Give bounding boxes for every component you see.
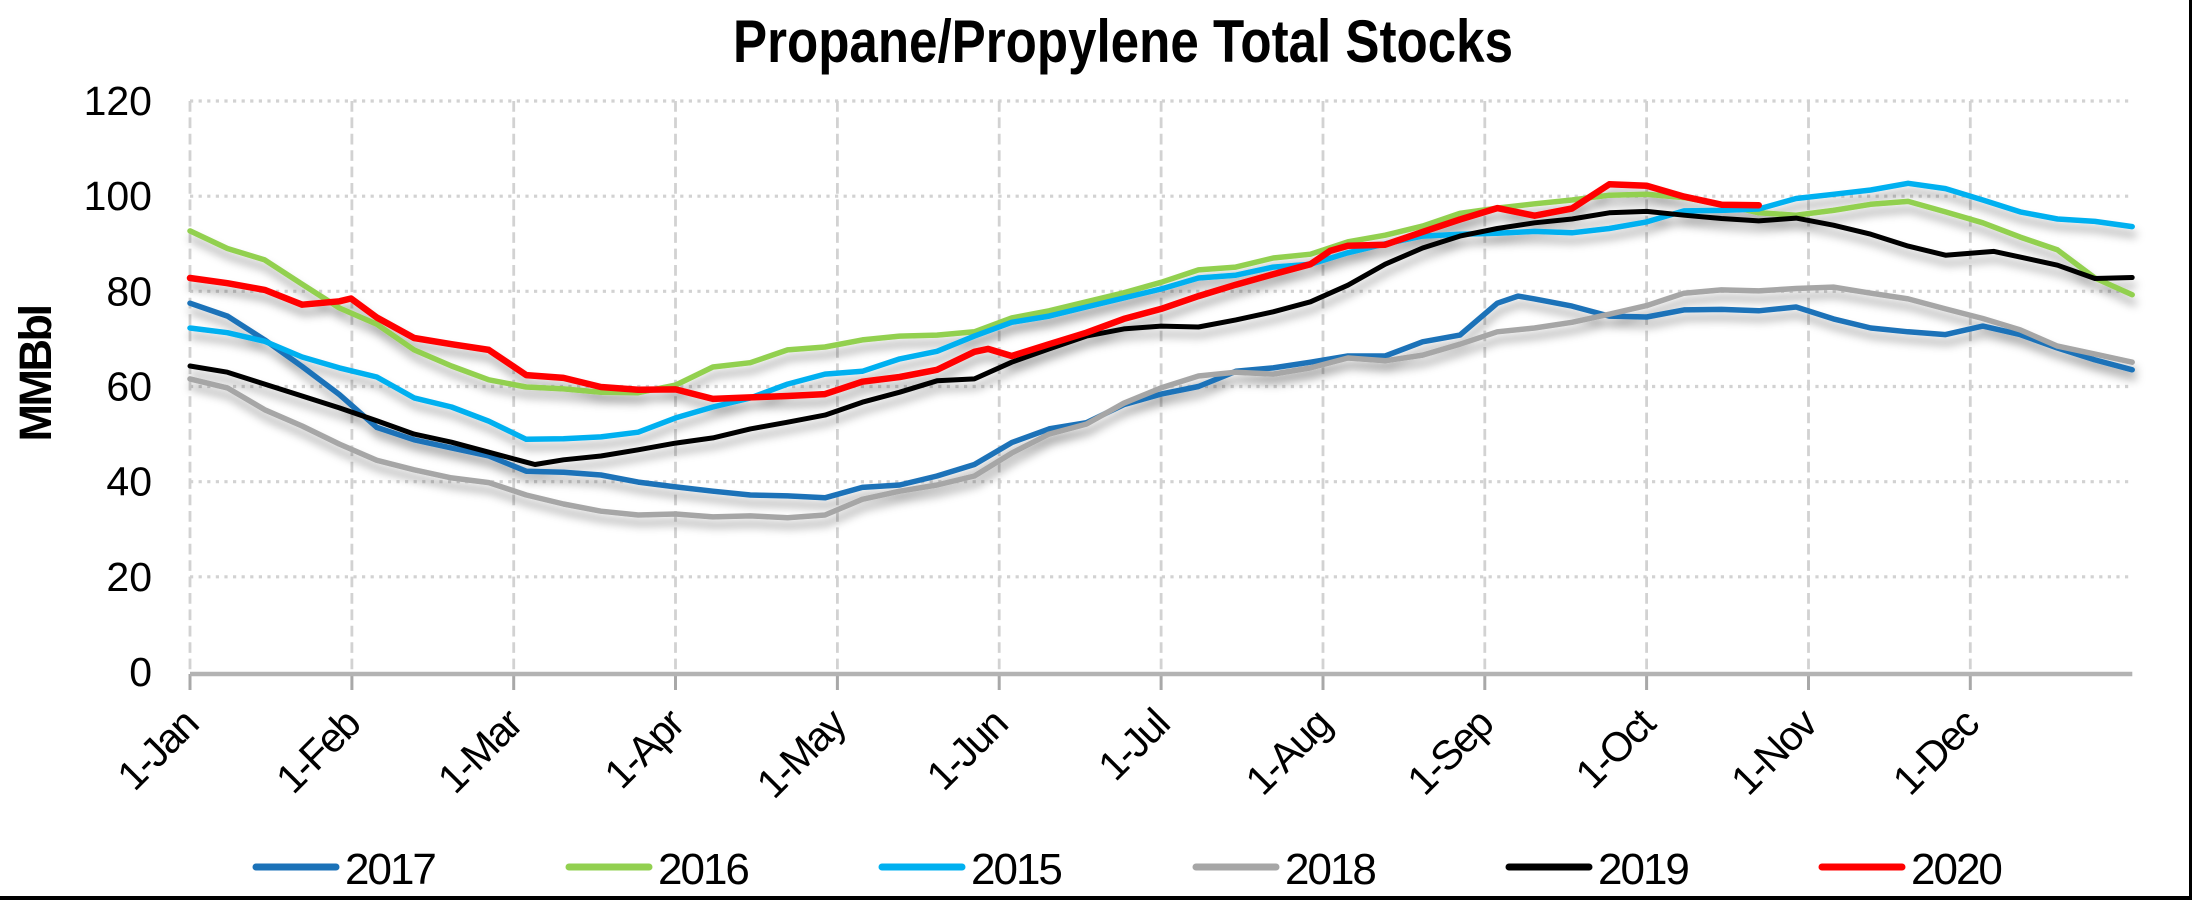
svg-text:20: 20 — [106, 554, 152, 600]
svg-text:2020: 2020 — [1911, 845, 2001, 894]
svg-text:2016: 2016 — [658, 845, 748, 894]
svg-text:1-Jun: 1-Jun — [918, 701, 1016, 799]
svg-text:100: 100 — [84, 173, 152, 219]
svg-text:80: 80 — [106, 268, 152, 314]
svg-text:120: 120 — [84, 78, 152, 124]
svg-text:MMBbl: MMBbl — [10, 307, 61, 442]
svg-text:2015: 2015 — [971, 845, 1061, 894]
svg-text:2019: 2019 — [1598, 845, 1688, 894]
svg-text:2017: 2017 — [345, 845, 435, 894]
svg-text:1-Jan: 1-Jan — [108, 701, 206, 799]
svg-text:1-Mar: 1-Mar — [429, 700, 531, 802]
svg-text:1-May: 1-May — [748, 699, 856, 807]
svg-text:1-Jul: 1-Jul — [1089, 701, 1177, 789]
svg-text:1-Apr: 1-Apr — [596, 700, 693, 797]
svg-text:1-Dec: 1-Dec — [1884, 700, 1988, 804]
svg-text:40: 40 — [106, 459, 152, 505]
svg-text:1-Oct: 1-Oct — [1567, 699, 1665, 797]
svg-text:0: 0 — [129, 649, 152, 695]
svg-text:1-Feb: 1-Feb — [267, 700, 369, 802]
svg-text:1-Aug: 1-Aug — [1237, 701, 1340, 804]
svg-text:60: 60 — [106, 364, 152, 410]
svg-text:Propane/Propylene Total Stocks: Propane/Propylene Total Stocks — [733, 8, 1513, 75]
svg-text:1-Sep: 1-Sep — [1398, 700, 1502, 804]
svg-text:1-Nov: 1-Nov — [1722, 699, 1827, 804]
svg-text:2018: 2018 — [1285, 845, 1375, 894]
